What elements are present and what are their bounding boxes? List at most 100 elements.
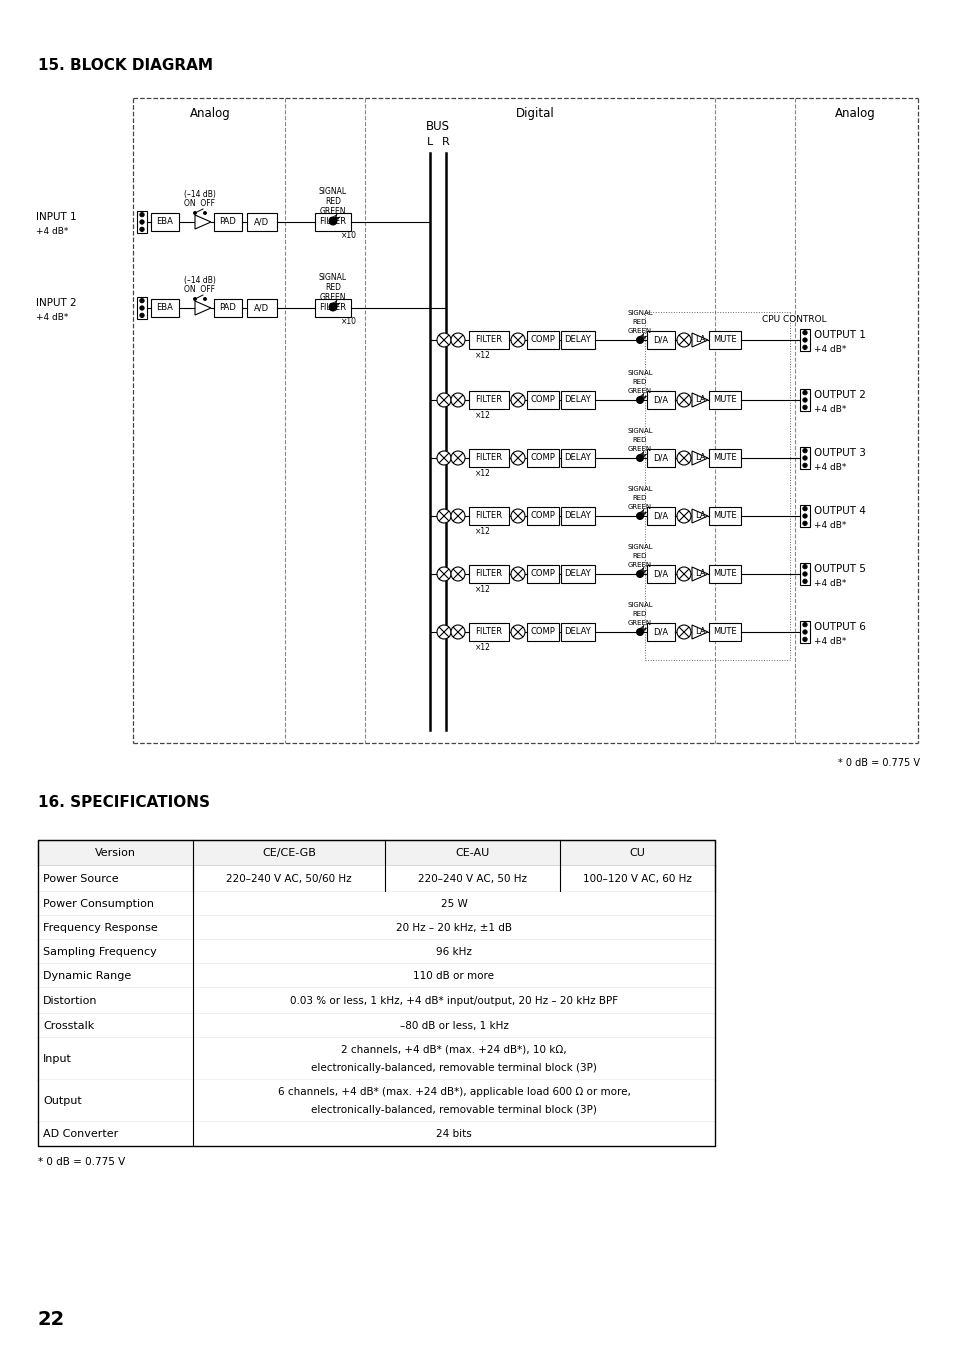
Text: Output: Output [43, 1096, 82, 1106]
Text: 20 Hz – 20 kHz, ±1 dB: 20 Hz – 20 kHz, ±1 dB [395, 923, 512, 933]
Text: D/A: D/A [653, 454, 668, 463]
Bar [469, 508, 509, 525]
Text: D/A: D/A [653, 512, 668, 521]
Bar [560, 622, 595, 641]
Text: 96 kHz: 96 kHz [436, 946, 472, 957]
Bar [526, 622, 558, 641]
Text: RED: RED [632, 554, 646, 559]
Text: MUTE: MUTE [713, 512, 736, 521]
Text: +4 dB*: +4 dB* [813, 521, 845, 529]
Bar [560, 392, 595, 409]
Circle shape [802, 405, 806, 409]
Text: LA: LA [694, 454, 704, 463]
Text: –80 dB or less, 1 kHz: –80 dB or less, 1 kHz [399, 1021, 508, 1031]
Text: +4 dB*: +4 dB* [813, 405, 845, 413]
Text: COMP: COMP [530, 570, 555, 579]
Circle shape [802, 572, 806, 576]
Bar [469, 392, 509, 409]
Text: DELAY: DELAY [564, 454, 591, 463]
Text: ×12: ×12 [475, 585, 491, 594]
Circle shape [802, 637, 806, 641]
Text: EBA: EBA [156, 304, 173, 312]
Bar [469, 566, 509, 583]
Circle shape [802, 506, 806, 510]
Text: 2 channels, +4 dB* (max. +24 dB*), 10 kΩ,: 2 channels, +4 dB* (max. +24 dB*), 10 kΩ… [341, 1045, 566, 1054]
Text: GREEN: GREEN [627, 562, 652, 568]
Circle shape [511, 625, 524, 639]
Text: GREEN: GREEN [627, 620, 652, 626]
Text: FILTER: FILTER [475, 570, 502, 579]
Polygon shape [691, 625, 707, 639]
Bar [708, 450, 740, 467]
Circle shape [802, 390, 806, 394]
Circle shape [140, 220, 144, 224]
Text: Power Consumption: Power Consumption [43, 899, 153, 909]
Text: FILTER: FILTER [475, 512, 502, 521]
Circle shape [677, 567, 690, 580]
Bar [560, 450, 595, 467]
Bar [646, 450, 675, 467]
Text: Power Source: Power Source [43, 873, 118, 884]
Text: RED: RED [632, 319, 646, 325]
Text: DELAY: DELAY [564, 396, 591, 405]
Circle shape [677, 509, 690, 522]
Bar [38, 892, 714, 917]
Text: SIGNAL: SIGNAL [626, 428, 652, 433]
Polygon shape [194, 215, 211, 230]
Text: +4 dB*: +4 dB* [813, 463, 845, 471]
Circle shape [677, 333, 690, 347]
Bar [137, 211, 147, 234]
Circle shape [802, 564, 806, 568]
Text: Input: Input [43, 1054, 71, 1064]
Text: PAD: PAD [219, 304, 236, 312]
Text: Dynamic Range: Dynamic Range [43, 971, 132, 981]
Bar [708, 508, 740, 525]
Text: FILTER: FILTER [319, 217, 346, 227]
Text: Distortion: Distortion [43, 996, 97, 1006]
Bar [38, 1080, 714, 1122]
Text: FILTER: FILTER [475, 454, 502, 463]
Text: ×12: ×12 [475, 468, 491, 478]
Text: GREEN: GREEN [627, 328, 652, 333]
Text: ×10: ×10 [340, 317, 356, 327]
Text: COMP: COMP [530, 396, 555, 405]
Circle shape [802, 338, 806, 342]
Text: 15. BLOCK DIAGRAM: 15. BLOCK DIAGRAM [38, 58, 213, 73]
Text: SIGNAL: SIGNAL [626, 310, 652, 316]
Text: INPUT 2: INPUT 2 [36, 298, 76, 308]
Text: DELAY: DELAY [564, 628, 591, 636]
Circle shape [636, 455, 643, 462]
Text: Digital: Digital [515, 108, 554, 120]
Text: FILTER: FILTER [475, 336, 502, 344]
Text: Crosstalk: Crosstalk [43, 1021, 94, 1031]
Bar [646, 331, 675, 350]
Polygon shape [691, 567, 707, 580]
Text: RED: RED [632, 495, 646, 501]
Text: 22: 22 [38, 1310, 65, 1328]
Text: ON  OFF: ON OFF [184, 200, 215, 208]
Bar [469, 622, 509, 641]
Text: COMP: COMP [530, 336, 555, 344]
Circle shape [436, 333, 451, 347]
Bar [560, 331, 595, 350]
Text: FILTER: FILTER [319, 304, 346, 312]
Text: (–14 dB): (–14 dB) [184, 190, 215, 200]
Circle shape [193, 297, 196, 301]
Text: SIGNAL: SIGNAL [626, 486, 652, 491]
Bar [247, 213, 276, 231]
Text: SIGNAL: SIGNAL [626, 602, 652, 608]
Bar [800, 329, 809, 351]
Bar [526, 508, 558, 525]
Text: 0.03 % or less, 1 kHz, +4 dB* input/output, 20 Hz – 20 kHz BPF: 0.03 % or less, 1 kHz, +4 dB* input/outp… [290, 996, 618, 1006]
Text: AD Converter: AD Converter [43, 1129, 118, 1139]
Text: RED: RED [325, 197, 340, 207]
Text: SIGNAL: SIGNAL [318, 274, 347, 282]
Bar [213, 298, 242, 317]
Text: +4 dB*: +4 dB* [36, 312, 69, 321]
Text: 100–120 V AC, 60 Hz: 100–120 V AC, 60 Hz [582, 873, 691, 884]
Circle shape [451, 509, 464, 522]
Polygon shape [691, 451, 707, 464]
Text: ×12: ×12 [475, 410, 491, 420]
Bar [646, 392, 675, 409]
Text: GREEN: GREEN [319, 293, 346, 302]
